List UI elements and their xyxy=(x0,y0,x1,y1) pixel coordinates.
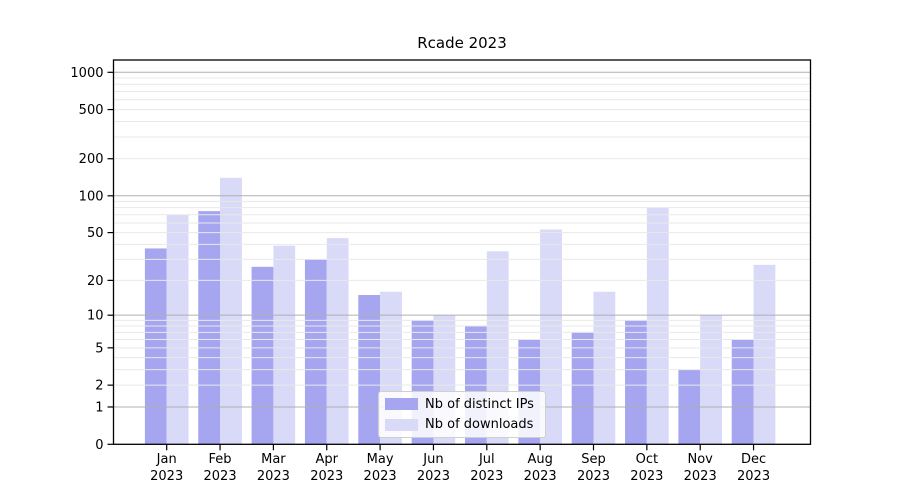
y-tick-label: 1 xyxy=(95,400,103,415)
y-tick-label: 500 xyxy=(79,103,104,118)
y-tick-label: 50 xyxy=(87,226,104,241)
bar-distinct-ips-jan xyxy=(144,248,167,445)
x-tick-label: May 2023 xyxy=(364,452,397,484)
bar-downloads-mar xyxy=(273,245,296,445)
legend-label-downloads: Nb of downloads xyxy=(425,417,534,433)
legend-swatch-distinct-ips xyxy=(385,398,418,411)
y-tick-label: 5 xyxy=(95,341,103,356)
legend-swatch-downloads xyxy=(385,418,418,431)
plot-frame xyxy=(112,59,812,445)
y-tick-label: 2 xyxy=(95,379,103,394)
bar-downloads-feb xyxy=(220,177,242,445)
bar-downloads-apr xyxy=(326,238,349,445)
bar-distinct-ips-oct xyxy=(625,320,647,445)
bar-distinct-ips-feb xyxy=(198,211,221,445)
x-tick-label: Jan 2023 xyxy=(150,452,183,484)
x-tick-label: Nov 2023 xyxy=(684,452,717,484)
x-tick-label: Aug 2023 xyxy=(524,452,557,484)
x-tick-label: Oct 2023 xyxy=(630,452,663,484)
y-tick-label: 10 xyxy=(87,309,104,324)
x-tick-label: Mar 2023 xyxy=(257,452,290,484)
y-tick-label: 1000 xyxy=(70,66,103,81)
legend: Nb of distinct IPs Nb of downloads xyxy=(378,391,546,438)
bar-downloads-nov xyxy=(700,315,722,445)
bar-downloads-dec xyxy=(753,264,776,445)
bar-downloads-jan xyxy=(166,214,189,445)
y-tick-label: 100 xyxy=(79,189,104,204)
bar-distinct-ips-apr xyxy=(304,259,327,445)
x-tick-label: Feb 2023 xyxy=(204,452,237,484)
y-tick-label: 0 xyxy=(95,438,103,453)
x-tick-label: Jun 2023 xyxy=(417,452,450,484)
bar-downloads-aug xyxy=(540,229,562,445)
legend-label-distinct-ips: Nb of distinct IPs xyxy=(425,396,534,412)
x-tick-label: Dec 2023 xyxy=(737,452,770,484)
bar-downloads-sep xyxy=(593,291,616,445)
x-tick-label: Sep 2023 xyxy=(577,452,610,484)
bar-distinct-ips-mar xyxy=(251,266,274,445)
x-tick-label: Apr 2023 xyxy=(310,452,343,484)
y-tick-label: 20 xyxy=(87,274,104,289)
y-tick-label: 200 xyxy=(79,152,104,167)
legend-item-distinct-ips: Nb of distinct IPs xyxy=(385,396,539,413)
bar-distinct-ips-sep xyxy=(571,332,594,445)
chart-title: Rcade 2023 xyxy=(417,34,507,52)
legend-item-downloads: Nb of downloads xyxy=(385,417,539,434)
x-tick-label: Jul 2023 xyxy=(470,452,503,484)
bar-distinct-ips-dec xyxy=(731,339,754,445)
